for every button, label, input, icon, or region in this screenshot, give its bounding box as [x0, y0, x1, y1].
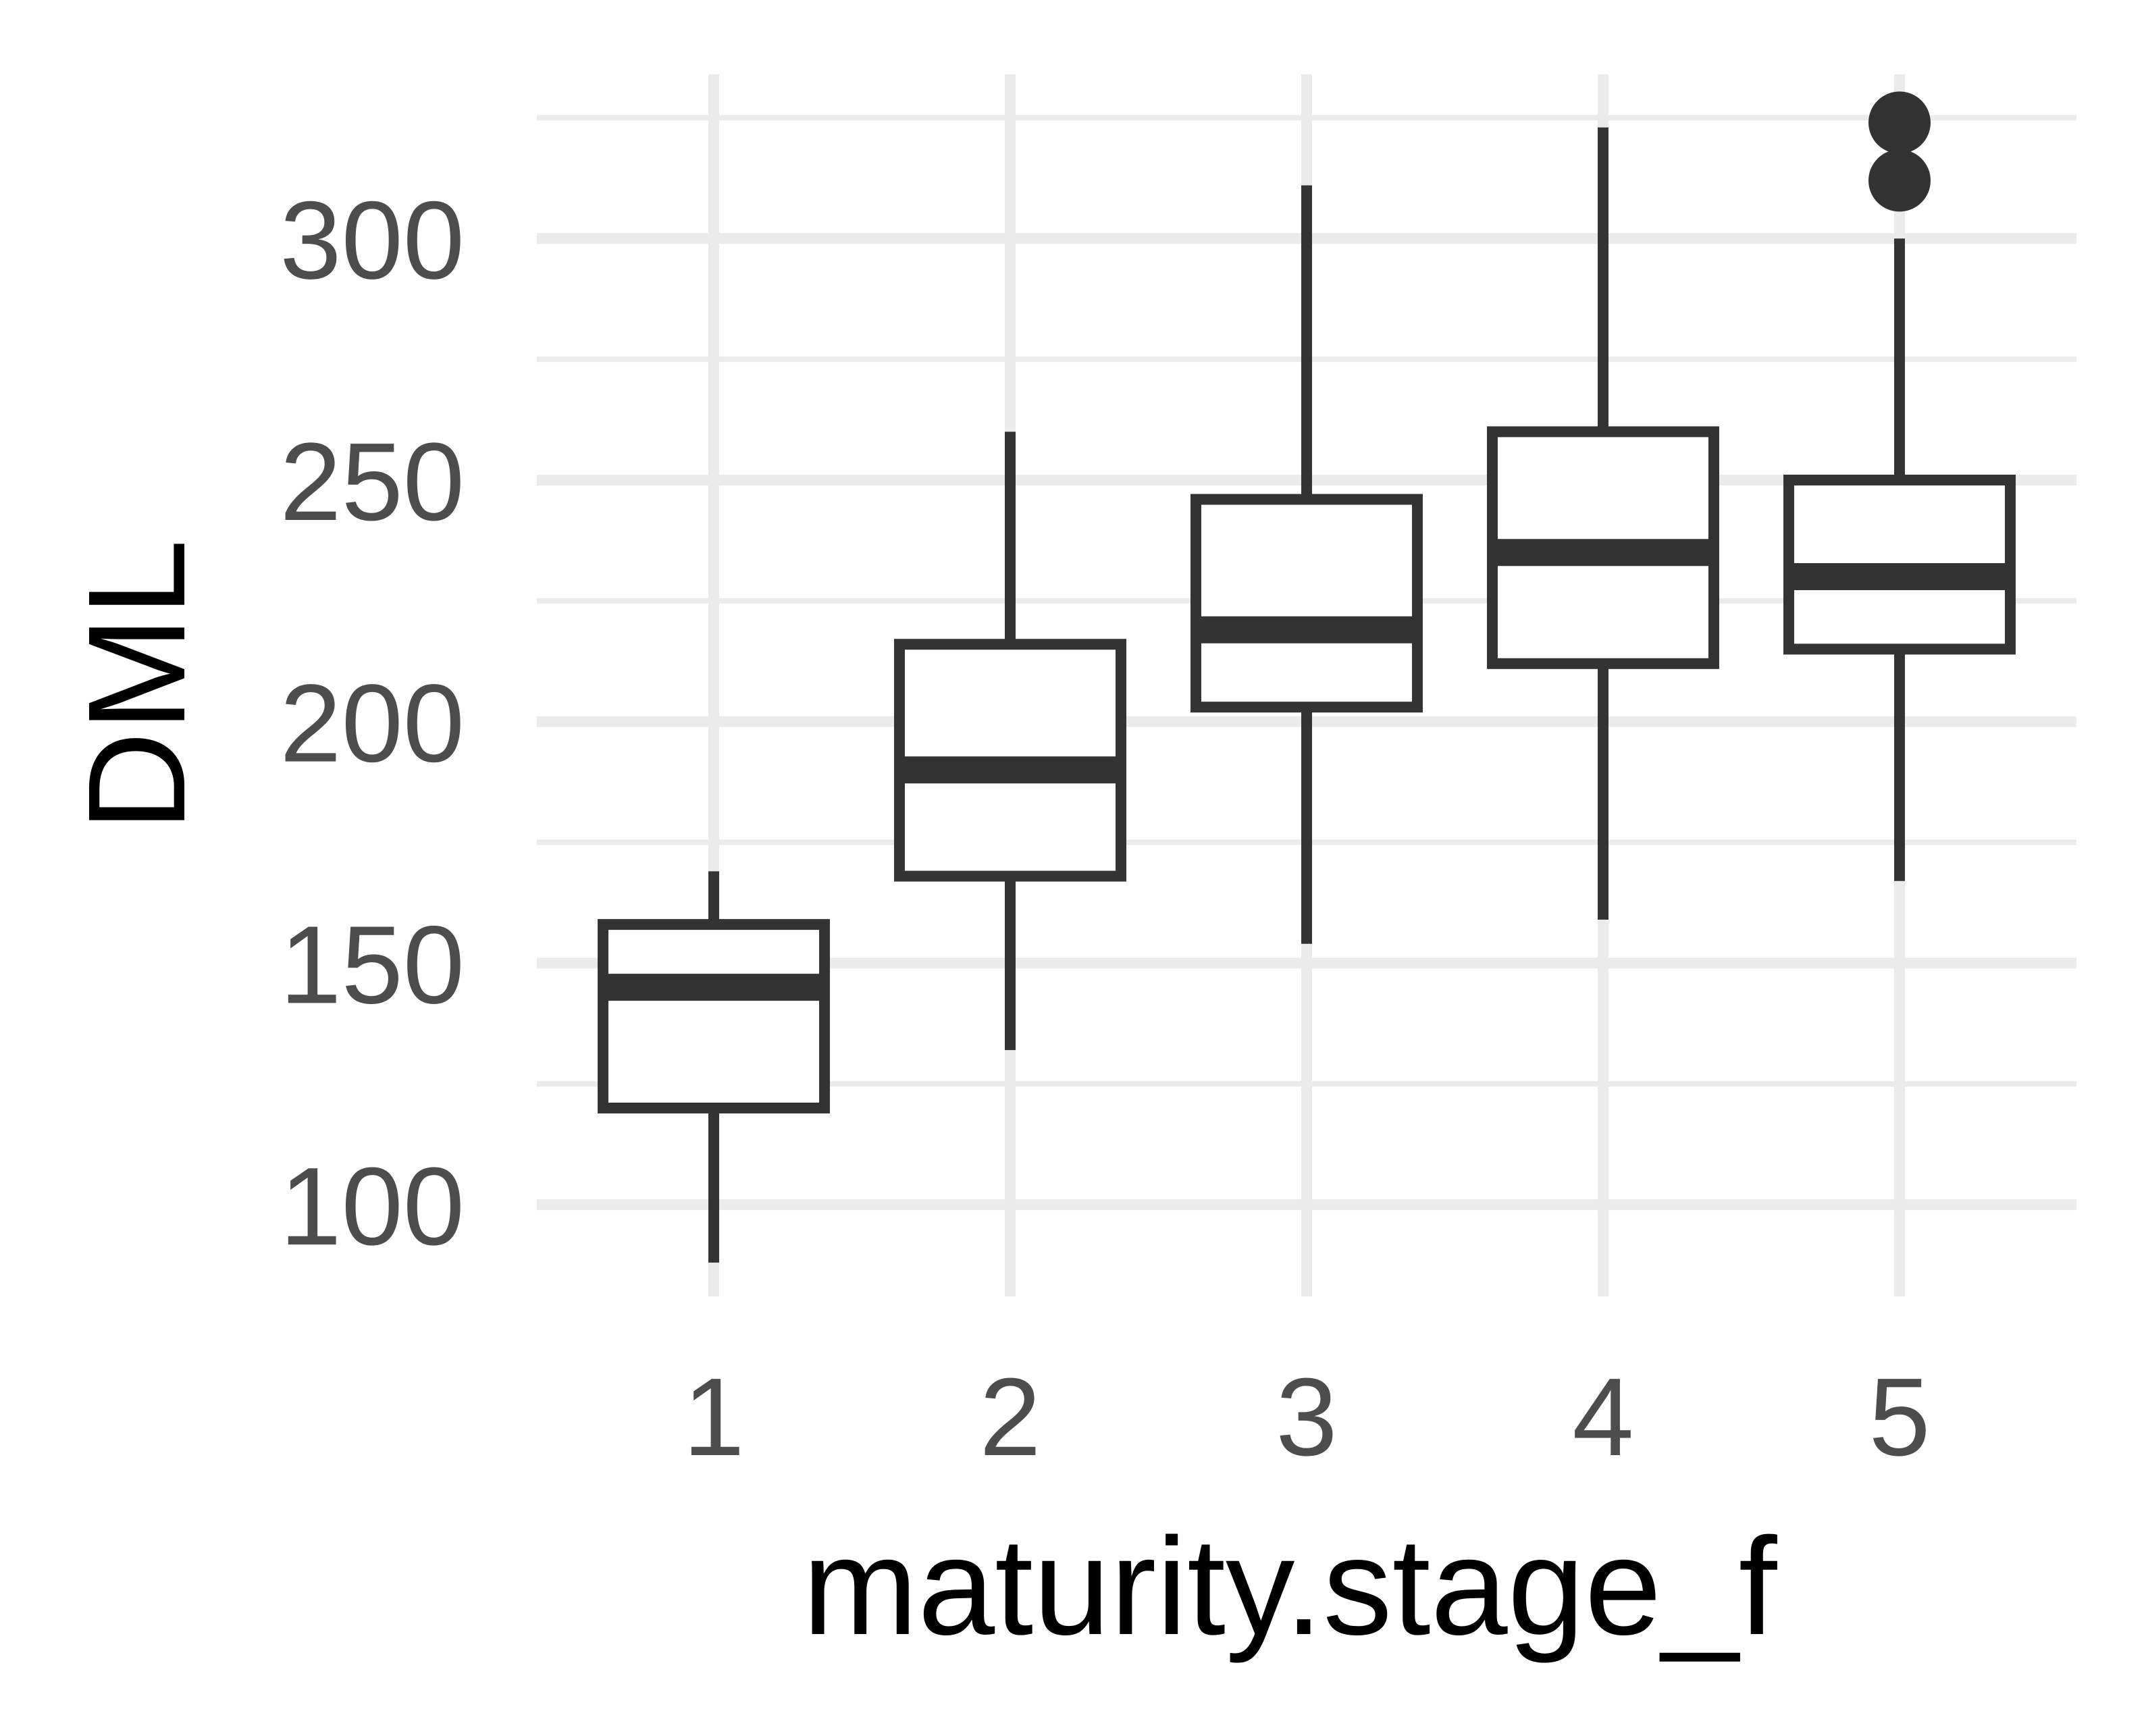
y-tick-labels: 100 150 200 250 300: [280, 178, 465, 1268]
box-group-5: [1783, 91, 2016, 881]
y-axis-title: DML: [59, 540, 214, 832]
y-tick-label: 150: [280, 903, 465, 1026]
y-tick-label: 300: [280, 178, 465, 302]
box-group-4: [1487, 127, 1719, 920]
x-tick-label: 5: [1868, 1355, 1930, 1479]
x-tick-label: 2: [979, 1355, 1041, 1479]
y-tick-label: 250: [280, 420, 465, 544]
x-tick-label: 1: [683, 1355, 744, 1479]
outlier-point: [1868, 91, 1931, 154]
x-tick-label: 3: [1276, 1355, 1337, 1479]
y-tick-label: 200: [280, 662, 465, 785]
y-tick-label: 100: [280, 1145, 465, 1268]
x-axis-title: maturity.stage_f: [802, 1509, 1777, 1664]
boxes: [598, 91, 2016, 1263]
box-iqr: [598, 919, 830, 1113]
x-tick-label: 4: [1572, 1355, 1633, 1479]
x-tick-labels: 1 2 3 4 5: [683, 1355, 1930, 1479]
outlier-point: [1868, 149, 1931, 212]
box-group-1: [598, 871, 830, 1263]
box-group-2: [894, 431, 1126, 1051]
box-iqr: [1190, 494, 1423, 713]
box-group-3: [1190, 185, 1423, 944]
